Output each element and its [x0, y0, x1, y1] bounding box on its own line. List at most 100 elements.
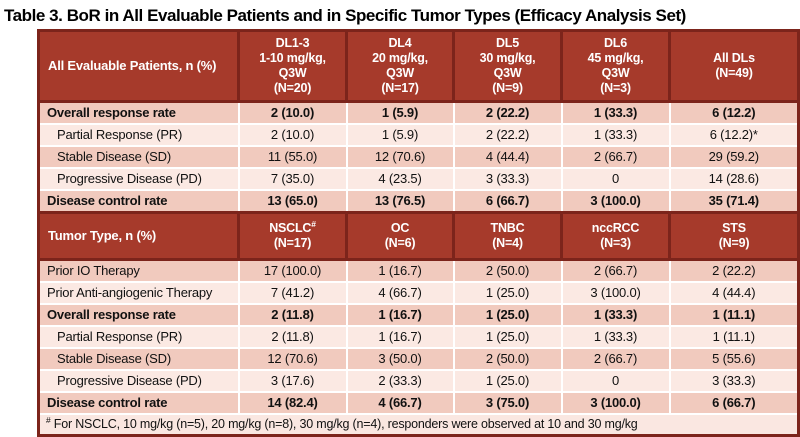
column-header-line: (N=6) — [384, 236, 416, 250]
table-row: Disease control rate 14 (82.4) 4 (66.7) 3 (… — [37, 391, 800, 415]
value-cell: 17 (100.0) — [237, 258, 348, 283]
value-cell: 6 (12.2)* — [668, 123, 800, 147]
table-row: Overall response rate 2 (11.8) 1 (16.7) 1 (… — [37, 303, 800, 327]
value-cell: 2 (10.0) — [237, 123, 348, 147]
section-header-label: All Evaluable Patients, n (%) — [37, 29, 240, 103]
footnote-row: # For NSCLC, 10 mg/kg (n=5), 20 mg/kg (n… — [37, 413, 800, 437]
value-cell: 2 (11.8) — [237, 325, 348, 349]
column-header-line: DL4 — [388, 35, 412, 50]
column-header-line: (N=20) — [273, 81, 312, 96]
column-header: DL6 45 mg/kg, Q3W (N=3) — [560, 29, 671, 103]
column-header-line: 1-10 mg/kg, — [259, 50, 326, 65]
table-title: Table 3. BoR in All Evaluable Patients a… — [4, 6, 686, 25]
column-header-line: STS — [722, 220, 746, 235]
column-header-line: Q3W — [493, 66, 522, 80]
value-cell: 5 (55.6) — [668, 347, 800, 371]
column-header-line: (N=9) — [718, 236, 750, 250]
row-label: Overall response rate — [37, 303, 240, 327]
footnote-cell: # For NSCLC, 10 mg/kg (n=5), 20 mg/kg (n… — [37, 413, 800, 437]
column-header: nccRCC (N=3) — [560, 211, 671, 261]
column-header: OC (N=6) — [345, 211, 455, 261]
column-header-line: OC — [390, 220, 410, 235]
value-cell: 2 (66.7) — [560, 145, 671, 169]
value-cell: 3 (33.3) — [668, 369, 800, 393]
value-cell: 2 (33.3) — [345, 369, 455, 393]
value-cell: 1 (11.1) — [668, 325, 800, 349]
row-label: Disease control rate — [37, 189, 240, 214]
table-row: Disease control rate 13 (65.0) 13 (76.5) 6 … — [37, 189, 800, 214]
value-cell: 0 — [560, 369, 671, 393]
column-header: STS (N=9) — [668, 211, 800, 261]
column-header-line: (N=3) — [600, 236, 631, 250]
bor-table: All Evaluable Patients, n (%) DL1-3 1-10 m… — [37, 29, 800, 437]
table-row: Partial Response (PR) 2 (11.8) 1 (16.7) 1 (… — [37, 325, 800, 349]
column-header-line: 45 mg/kg, — [587, 50, 644, 65]
value-cell: 3 (100.0) — [560, 189, 671, 214]
value-cell: 3 (50.0) — [345, 347, 455, 371]
table-row: Stable Disease (SD) 11 (55.0) 12 (70.6) 4 (… — [37, 145, 800, 169]
column-header: DL1-3 1-10 mg/kg, Q3W (N=20) — [237, 29, 348, 103]
value-cell: 2 (50.0) — [452, 347, 563, 371]
column-header-line: (N=49) — [715, 66, 753, 80]
column-header: TNBC (N=4) — [452, 211, 563, 261]
column-header: All DLs (N=49) — [668, 29, 800, 103]
value-cell: 1 (33.3) — [560, 303, 671, 327]
value-cell: 3 (33.3) — [452, 167, 563, 191]
value-cell: 2 (22.2) — [668, 258, 800, 283]
value-cell: 2 (10.0) — [237, 100, 348, 125]
value-cell: 12 (70.6) — [237, 347, 348, 371]
value-cell: 1 (25.0) — [452, 369, 563, 393]
value-cell: 2 (66.7) — [560, 258, 671, 283]
column-header-line: (N=4) — [492, 236, 523, 250]
value-cell: 2 (11.8) — [237, 303, 348, 327]
column-header-line: TNBC — [490, 220, 525, 235]
column-header: NSCLC# (N=17) — [237, 211, 348, 261]
value-cell: 7 (41.2) — [237, 281, 348, 305]
value-cell: 2 (66.7) — [560, 347, 671, 371]
column-header-superscript: # — [311, 218, 316, 229]
value-cell: 2 (22.2) — [452, 100, 563, 125]
value-cell: 35 (71.4) — [668, 189, 800, 214]
value-cell: 3 (75.0) — [452, 391, 563, 415]
value-cell: 1 (25.0) — [452, 281, 563, 305]
value-cell: 1 (16.7) — [345, 325, 455, 349]
table-row: Progressive Disease (PD) 7 (35.0) 4 (23.5)… — [37, 167, 800, 191]
column-header-line: (N=3) — [600, 81, 631, 96]
value-cell: 6 (66.7) — [452, 189, 563, 214]
value-cell: 4 (66.7) — [345, 391, 455, 415]
value-cell: 3 (17.6) — [237, 369, 348, 393]
value-cell: 13 (76.5) — [345, 189, 455, 214]
column-header-line: NSCLC# — [269, 218, 316, 235]
value-cell: 1 (33.3) — [560, 123, 671, 147]
value-cell: 1 (5.9) — [345, 123, 455, 147]
column-header-line: (N=17) — [273, 236, 312, 250]
value-cell: 2 (22.2) — [452, 123, 563, 147]
value-cell: 2 (50.0) — [452, 258, 563, 283]
column-header-line: (N=9) — [492, 81, 523, 96]
column-header-line: 30 mg/kg, — [479, 50, 536, 65]
row-label: Progressive Disease (PD) — [37, 369, 240, 393]
table-row: Prior IO Therapy 17 (100.0) 1 (16.7) 2 (50.… — [37, 258, 800, 283]
section-header-row: Tumor Type, n (%) NSCLC# (N=17) OC (N=6) TNBC… — [37, 211, 800, 261]
column-header-line: DL6 — [603, 35, 627, 50]
row-label: Stable Disease (SD) — [37, 347, 240, 371]
row-label: Partial Response (PR) — [37, 325, 240, 349]
column-header-line: DL5 — [495, 35, 519, 50]
column-header-line: Q3W — [386, 66, 414, 80]
section-header-row: All Evaluable Patients, n (%) DL1-3 1-10 m… — [37, 29, 800, 103]
row-label: Prior Anti-angiogenic Therapy — [37, 281, 240, 305]
value-cell: 11 (55.0) — [237, 145, 348, 169]
value-cell: 14 (82.4) — [237, 391, 348, 415]
row-label: Disease control rate — [37, 391, 240, 415]
value-cell: 3 (100.0) — [560, 391, 671, 415]
column-header-line: (N=17) — [381, 81, 419, 96]
column-header-line: Q3W — [601, 66, 630, 80]
value-cell: 4 (23.5) — [345, 167, 455, 191]
section-header-label: Tumor Type, n (%) — [37, 211, 240, 261]
table-row: Progressive Disease (PD) 3 (17.6) 2 (33.3)… — [37, 369, 800, 393]
value-cell: 14 (28.6) — [668, 167, 800, 191]
value-cell: 6 (66.7) — [668, 391, 800, 415]
row-label: Partial Response (PR) — [37, 123, 240, 147]
value-cell: 13 (65.0) — [237, 189, 348, 214]
table-row: Overall response rate 2 (10.0) 1 (5.9) 2 (2… — [37, 100, 800, 125]
